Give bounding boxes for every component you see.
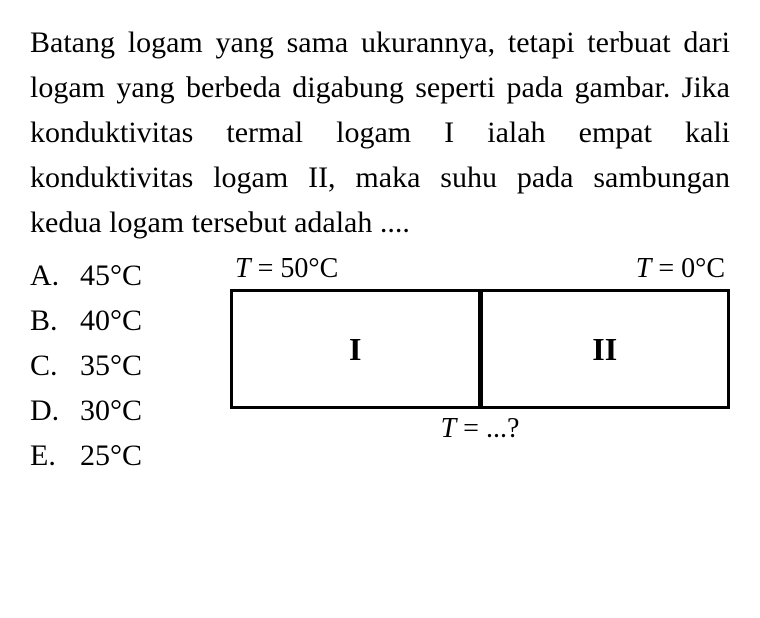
temp-right-label: T = 0°C (636, 253, 725, 285)
option-e: E. 25°C (30, 433, 230, 478)
temp-left-label: T = 50°C (235, 253, 338, 285)
option-letter: B. (30, 298, 80, 343)
rod-container: I II (230, 289, 730, 409)
temp-variable: T (441, 413, 457, 444)
question-text: Batang logam yang sama ukurannya, tetapi… (30, 20, 730, 245)
temperature-labels-top: T = 50°C T = 0°C (230, 253, 730, 285)
option-c: C. 35°C (30, 343, 230, 388)
option-value: 40°C (80, 298, 142, 343)
option-letter: D. (30, 388, 80, 433)
options-list: A. 45°C B. 40°C C. 35°C D. 30°C E. 25°C (30, 253, 230, 478)
rod-segment-one: I (233, 292, 478, 406)
temp-variable: T (235, 253, 251, 284)
answer-diagram-section: A. 45°C B. 40°C C. 35°C D. 30°C E. 25°C … (30, 253, 730, 478)
temp-variable: T (636, 253, 652, 284)
option-d: D. 30°C (30, 388, 230, 433)
temp-value: = 0°C (651, 253, 725, 284)
temp-value: = 50°C (251, 253, 339, 284)
rod-segment-two: II (483, 292, 728, 406)
option-letter: A. (30, 253, 80, 298)
diagram: T = 50°C T = 0°C I II T = ...? (230, 253, 730, 478)
option-a: A. 45°C (30, 253, 230, 298)
option-b: B. 40°C (30, 298, 230, 343)
option-value: 30°C (80, 388, 142, 433)
option-letter: C. (30, 343, 80, 388)
option-value: 35°C (80, 343, 142, 388)
option-value: 25°C (80, 433, 142, 478)
option-value: 45°C (80, 253, 142, 298)
option-letter: E. (30, 433, 80, 478)
temp-value: = ...? (456, 413, 519, 444)
temp-bottom-label: T = ...? (230, 413, 730, 445)
